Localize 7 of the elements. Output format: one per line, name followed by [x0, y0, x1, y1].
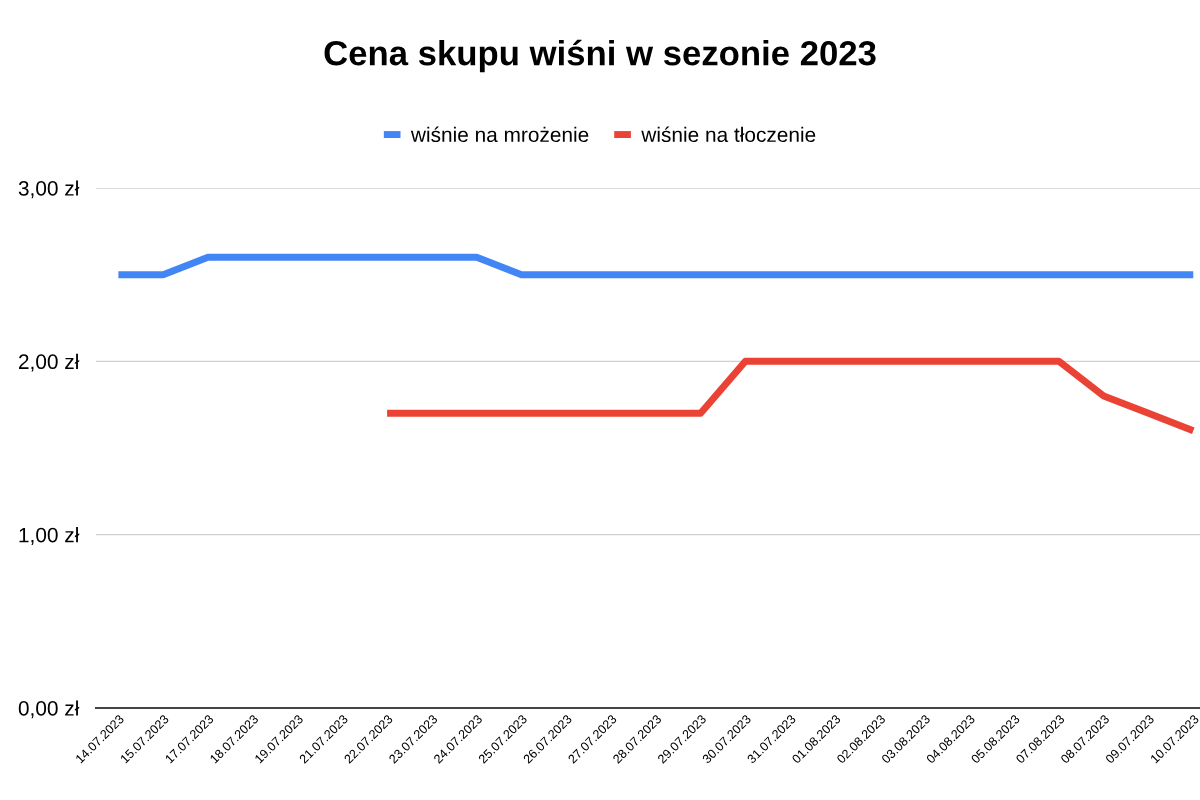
chart-title: Cena skupu wiśni w sezonie 2023: [324, 39, 876, 73]
y-tick-label: 2,00 zł: [19, 353, 80, 372]
y-tick-label: 0,00 zł: [18, 700, 80, 719]
y-tick-label: 1,00 zł: [19, 527, 80, 545]
y-tick-label: 3,00 zł: [18, 180, 80, 199]
legend-label: wiśnie na tłoczenie: [641, 126, 816, 143]
legend-label: wiśnie na mrożenie: [410, 126, 589, 143]
